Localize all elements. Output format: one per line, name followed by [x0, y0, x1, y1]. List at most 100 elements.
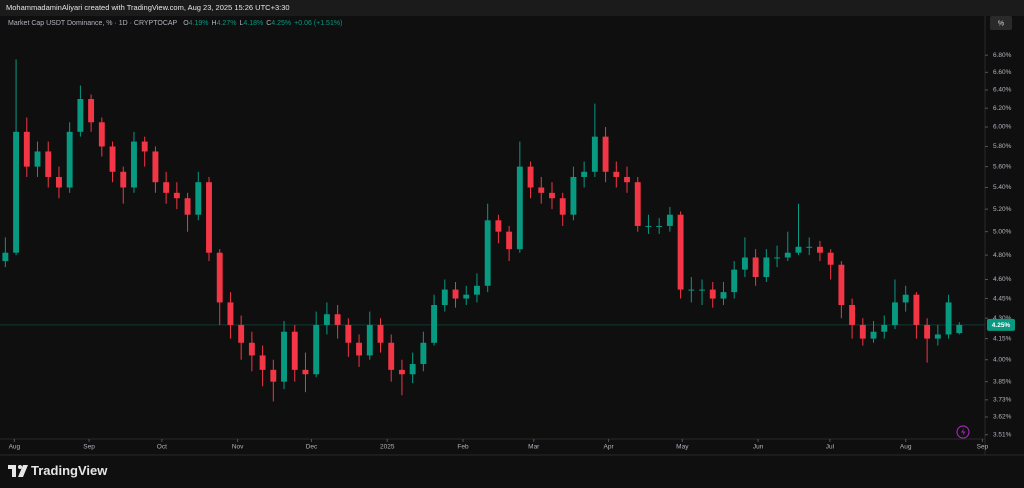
candle-body: [216, 252, 223, 303]
candle-body: [484, 220, 491, 286]
candle-body: [88, 99, 95, 123]
candle-body: [409, 364, 416, 375]
candle-body: [23, 131, 30, 167]
candle-body: [388, 342, 395, 370]
candle-body: [677, 214, 684, 290]
candle-body: [527, 166, 534, 188]
candle-body: [131, 141, 137, 188]
candle-body: [613, 171, 620, 177]
candle-body: [538, 187, 545, 193]
last-price-badge: [987, 318, 1015, 331]
x-tick-label: May: [676, 444, 689, 451]
candle-body: [806, 246, 813, 248]
y-tick-label: 6.80%: [993, 52, 1012, 59]
candle-body: [634, 182, 641, 226]
x-tick-label: Nov: [232, 444, 244, 451]
candle-body: [645, 225, 652, 227]
y-tick-label: 6.40%: [993, 87, 1012, 94]
candle-body: [549, 192, 555, 199]
x-tick-label: Sep: [977, 444, 989, 451]
candle-body: [870, 331, 877, 339]
candle-body: [774, 257, 781, 259]
candle-body: [345, 324, 352, 343]
legend: Market Cap USDT Dominance, % · 1D · CRYP…: [8, 20, 342, 27]
candle-body: [624, 176, 630, 183]
candle-body: [334, 314, 341, 325]
candle-body: [152, 151, 159, 183]
candle-body: [323, 314, 330, 325]
candle-body: [795, 246, 802, 253]
candle-body: [270, 369, 277, 382]
candle-body: [849, 305, 856, 325]
y-tick-label: 5.60%: [993, 163, 1012, 170]
candle-body: [924, 324, 931, 339]
legend-key: O: [183, 20, 189, 27]
x-tick-label: Jun: [753, 444, 764, 451]
candle-body: [763, 257, 770, 278]
y-tick-label: 3.85%: [993, 378, 1012, 385]
alert-icon[interactable]: [956, 425, 970, 439]
candle-body: [945, 302, 952, 335]
y-tick-label: 5.20%: [993, 206, 1012, 213]
y-tick-label: 4.80%: [993, 252, 1012, 259]
candle-body: [913, 294, 920, 325]
x-tick-label: Apr: [604, 444, 615, 451]
candle-body: [752, 257, 759, 278]
legend-value: 4.27%: [217, 20, 237, 27]
legend-title: Market Cap USDT Dominance, % · 1D · CRYP…: [8, 20, 178, 27]
y-tick-label: 6.20%: [993, 105, 1012, 112]
plot-area: 3.51% 3.62% 3.73% 3.85% 4.00% 4.15% 4.30% 4.45%…: [0, 16, 1015, 455]
candle-body: [956, 324, 963, 334]
candle-body: [892, 302, 898, 325]
y-tick-label: 4.60%: [993, 276, 1012, 283]
candle-body: [516, 166, 523, 250]
candle-body: [827, 252, 834, 265]
candle-body: [441, 289, 448, 306]
candle-body: [291, 331, 298, 370]
candle-body: [881, 324, 888, 332]
candle-body: [45, 151, 52, 177]
candle-body: [313, 324, 320, 375]
legend-change: +0.06 (+1.51%): [294, 20, 342, 27]
x-tick-label: Feb: [457, 444, 469, 451]
x-tick-label: Aug: [900, 444, 912, 451]
candle-body: [816, 246, 823, 253]
last-price-label: 4.25%: [992, 322, 1011, 329]
candle-body: [377, 324, 384, 343]
scale-button-label[interactable]: %: [998, 20, 1004, 27]
legend-key: H: [212, 20, 217, 27]
logo-dot: [18, 465, 22, 469]
y-tick-label: 5.00%: [993, 228, 1012, 235]
candle-body: [420, 342, 427, 365]
logo-mark: [8, 465, 28, 477]
candle-body: [859, 324, 866, 339]
candle-body: [34, 151, 41, 167]
y-tick-label: 6.00%: [993, 124, 1012, 131]
candle-body: [120, 171, 127, 188]
y-tick-label: 4.00%: [993, 356, 1012, 363]
scale-button[interactable]: [990, 16, 1012, 30]
y-tick-label: 3.62%: [993, 414, 1012, 421]
legend-value: 4.25%: [271, 20, 291, 27]
candle-body: [356, 342, 363, 356]
x-tick-label: Sep: [83, 444, 95, 451]
candle-body: [227, 302, 234, 325]
candle-body: [688, 289, 695, 291]
candle-body: [506, 231, 513, 250]
tv-logo: [8, 465, 28, 477]
candle-body: [109, 146, 116, 172]
candle-body: [259, 355, 266, 370]
x-tick-label: Dec: [306, 444, 318, 451]
candle-body: [195, 182, 202, 215]
candle-body: [666, 214, 673, 226]
candle-body: [302, 369, 309, 375]
y-tick-label: 5.80%: [993, 143, 1012, 150]
y-tick-label: 6.60%: [993, 69, 1012, 76]
x-tick-label: Aug: [9, 444, 21, 451]
candle-body: [495, 220, 502, 232]
candle-body: [784, 252, 791, 258]
candle-body: [559, 198, 566, 215]
candle-body: [474, 285, 480, 295]
x-tick-label: Mar: [528, 444, 540, 451]
candle-body: [581, 171, 588, 177]
